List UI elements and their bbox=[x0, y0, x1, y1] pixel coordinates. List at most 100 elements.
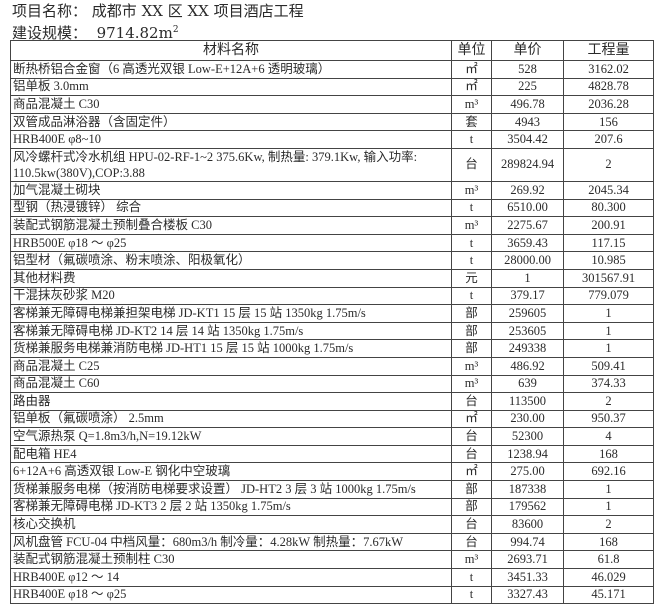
cell-quantity: 61.8 bbox=[563, 550, 654, 570]
cell-unit-price: 1 bbox=[491, 268, 564, 288]
cell-unit: 部 bbox=[451, 497, 492, 517]
table-row: 商品混凝土 C30 m³ 496.78 2036.28 bbox=[10, 95, 654, 114]
table-row: 商品混凝土 C25 m³ 486.92 509.41 bbox=[10, 356, 654, 376]
cell-unit-price: 179562 bbox=[491, 497, 564, 517]
table-row: 型钢（热浸镀锌） 综合 t 6510.00 80.300 bbox=[10, 198, 654, 218]
table-row: 核心交换机台 83600 2 bbox=[10, 515, 654, 534]
cell-unit: 套 bbox=[451, 112, 492, 132]
cell-quantity: 80.300 bbox=[563, 198, 654, 218]
cell-unit: ㎡ bbox=[451, 60, 492, 79]
cell-quantity: 509.41 bbox=[563, 356, 654, 376]
cell-quantity: 207.6 bbox=[563, 130, 654, 149]
cell-material-name: 路由器 bbox=[10, 392, 452, 411]
cell-material-name: 配电箱 HE4 bbox=[10, 444, 452, 464]
cell-material-name: 核心交换机 bbox=[10, 515, 452, 534]
cell-unit: 元 bbox=[451, 268, 492, 288]
cell-quantity: 1 bbox=[563, 304, 654, 323]
cell-unit-price: 275.00 bbox=[491, 462, 564, 482]
cell-material-name: HRB400E φ12 ～ 14 bbox=[10, 568, 452, 587]
cell-quantity: 1 bbox=[563, 497, 654, 517]
table-row: 客梯兼无障碍电梯兼担架电梯 JD-KT1 15 层 15 站 1350kg 1.… bbox=[10, 304, 654, 323]
cell-material-name: 风机盘管 FCU-04 中档风量：680m3/h 制冷量：4.28kW 制热量：… bbox=[10, 532, 452, 552]
cell-quantity: 4828.78 bbox=[563, 77, 654, 97]
table-row: 配电箱 HE4 台 1238.94 168 bbox=[10, 444, 654, 464]
table-row: 加气混凝土砌块 m³ 269.92 2045.34 bbox=[10, 180, 654, 200]
project-label: 项目名称： bbox=[12, 2, 88, 20]
cell-material-name: 加气混凝土砌块 bbox=[10, 180, 452, 200]
cell-unit-price: 83600 bbox=[491, 515, 564, 534]
cell-unit: m³ bbox=[451, 180, 492, 200]
table-row: 铝单板 3.0mm ㎡ 225 4828.78 bbox=[10, 77, 654, 97]
cell-unit: 部 bbox=[451, 480, 492, 499]
cell-unit: m³ bbox=[451, 356, 492, 376]
cell-material-name: 客梯兼无障碍电梯 JD-KT2 14 层 14 站 1350kg 1.75m/s bbox=[10, 321, 452, 341]
cell-unit-price: 3327.43 bbox=[491, 585, 564, 605]
table-row: 装配式钢筋混凝土预制柱 C30 m³ 2693.71 61.8 bbox=[10, 550, 654, 570]
cell-quantity: 3162.02 bbox=[563, 60, 654, 79]
table-row: HRB400E φ18 ～ φ25 t 3327.43 45.171 bbox=[10, 585, 654, 605]
table-header-row: 材料名称 单位 单价 工程量 bbox=[10, 40, 654, 61]
cell-material-name: 商品混凝土 C30 bbox=[10, 95, 452, 114]
cell-unit: 部 bbox=[451, 321, 492, 341]
cell-material-name: 商品混凝土 C60 bbox=[10, 374, 452, 394]
scale-unit-sup: 2 bbox=[172, 25, 179, 35]
cell-material-name: 断热桥铝合金窗（6 高透光双银 Low-E+12A+6 透明玻璃） bbox=[10, 60, 452, 79]
cell-quantity: 2045.34 bbox=[563, 180, 654, 200]
col-header-unit: 单位 bbox=[451, 40, 492, 61]
cell-material-name: HRB500E φ18 ～ φ25 bbox=[10, 233, 452, 253]
table-row: 客梯兼无障碍电梯 JD-KT3 2 层 2 站 1350kg 1.75m/s 部 1… bbox=[10, 497, 654, 517]
table-row: HRB400E φ12 ～ 14 t 3451.33 46.029 bbox=[10, 568, 654, 587]
table-row: 装配式钢筋混凝土预制叠合楼板 C30 m³ 2275.67 200.91 bbox=[10, 216, 654, 235]
cell-unit: m³ bbox=[451, 374, 492, 394]
cell-unit-price: 639 bbox=[491, 374, 564, 394]
cell-unit: ㎡ bbox=[451, 462, 492, 482]
cell-unit-price: 225 bbox=[491, 77, 564, 97]
cell-unit-price: 52300 bbox=[491, 427, 564, 446]
cell-unit-price: 187338 bbox=[491, 480, 564, 499]
cell-material-name: 货梯兼服务电梯兼消防电梯 JD-HT1 15 层 15 站 1000kg 1.7… bbox=[10, 339, 452, 358]
cell-unit-price: 269.92 bbox=[491, 180, 564, 200]
cell-unit: t bbox=[451, 130, 492, 149]
cell-unit-price: 259605 bbox=[491, 304, 564, 323]
cell-unit: t bbox=[451, 198, 492, 218]
cell-material-name: 型钢（热浸镀锌） 综合 bbox=[10, 198, 452, 218]
table-row: HRB500E φ18 ～ φ25 t 3659.43 117.15 bbox=[10, 233, 654, 253]
cell-unit: 台 bbox=[451, 444, 492, 464]
cell-unit: t bbox=[451, 251, 492, 270]
cell-quantity: 1 bbox=[563, 339, 654, 358]
cell-material-name: 干混抹灰砂浆 M20 bbox=[10, 286, 452, 306]
cell-unit-price: 230.00 bbox=[491, 409, 564, 429]
cell-material-name: 空气源热泵 Q=1.8m3/h,N=19.12kW bbox=[10, 427, 452, 446]
cell-material-name: 风冷螺杆式冷水机组 HPU-02-RF-1~2 375.6Kw, 制热量: 37… bbox=[10, 147, 452, 182]
cell-quantity: 2 bbox=[563, 392, 654, 411]
table-row: 干混抹灰砂浆 M20 t 379.17 779.079 bbox=[10, 286, 654, 306]
cell-unit: t bbox=[451, 568, 492, 587]
cell-quantity: 301567.91 bbox=[563, 268, 654, 288]
cell-quantity: 168 bbox=[563, 444, 654, 464]
cell-quantity: 4 bbox=[563, 427, 654, 446]
cell-material-name: 客梯兼无障碍电梯 JD-KT3 2 层 2 站 1350kg 1.75m/s bbox=[10, 497, 452, 517]
cell-unit-price: 4943 bbox=[491, 112, 564, 132]
cell-unit: 台 bbox=[451, 427, 492, 446]
col-header-material: 材料名称 bbox=[10, 40, 452, 61]
cell-unit-price: 486.92 bbox=[491, 356, 564, 376]
table-row: 客梯兼无障碍电梯 JD-KT2 14 层 14 站 1350kg 1.75m/s… bbox=[10, 321, 654, 341]
cell-unit: t bbox=[451, 585, 492, 605]
cell-quantity: 10.985 bbox=[563, 251, 654, 270]
cell-material-name: 商品混凝土 C25 bbox=[10, 356, 452, 376]
table-row: 铝单板（氟碳喷涂） 2.5mm ㎡ 230.00 950.37 bbox=[10, 409, 654, 429]
table-body: 断热桥铝合金窗（6 高透光双银 Low-E+12A+6 透明玻璃）㎡ 528 316… bbox=[10, 60, 654, 605]
cell-unit-price: 528 bbox=[491, 60, 564, 79]
cell-quantity: 45.171 bbox=[563, 585, 654, 605]
col-header-price: 单价 bbox=[491, 40, 564, 61]
construction-scale-line: 建设规模： 9714.82m2 bbox=[12, 21, 179, 42]
table-row: 风冷螺杆式冷水机组 HPU-02-RF-1~2 375.6Kw, 制热量: 37… bbox=[10, 147, 654, 182]
cell-unit: m³ bbox=[451, 95, 492, 114]
cell-unit: m³ bbox=[451, 550, 492, 570]
cell-quantity: 692.16 bbox=[563, 462, 654, 482]
cell-material-name: HRB400E φ8~10 bbox=[10, 130, 452, 149]
project-name: 成都市 XX 区 XX 项目酒店工程 bbox=[91, 2, 304, 20]
table-row: 商品混凝土 C60 m³ 639 374.33 bbox=[10, 374, 654, 394]
cell-unit-price: 289824.94 bbox=[491, 147, 564, 182]
cell-unit: 台 bbox=[451, 392, 492, 411]
